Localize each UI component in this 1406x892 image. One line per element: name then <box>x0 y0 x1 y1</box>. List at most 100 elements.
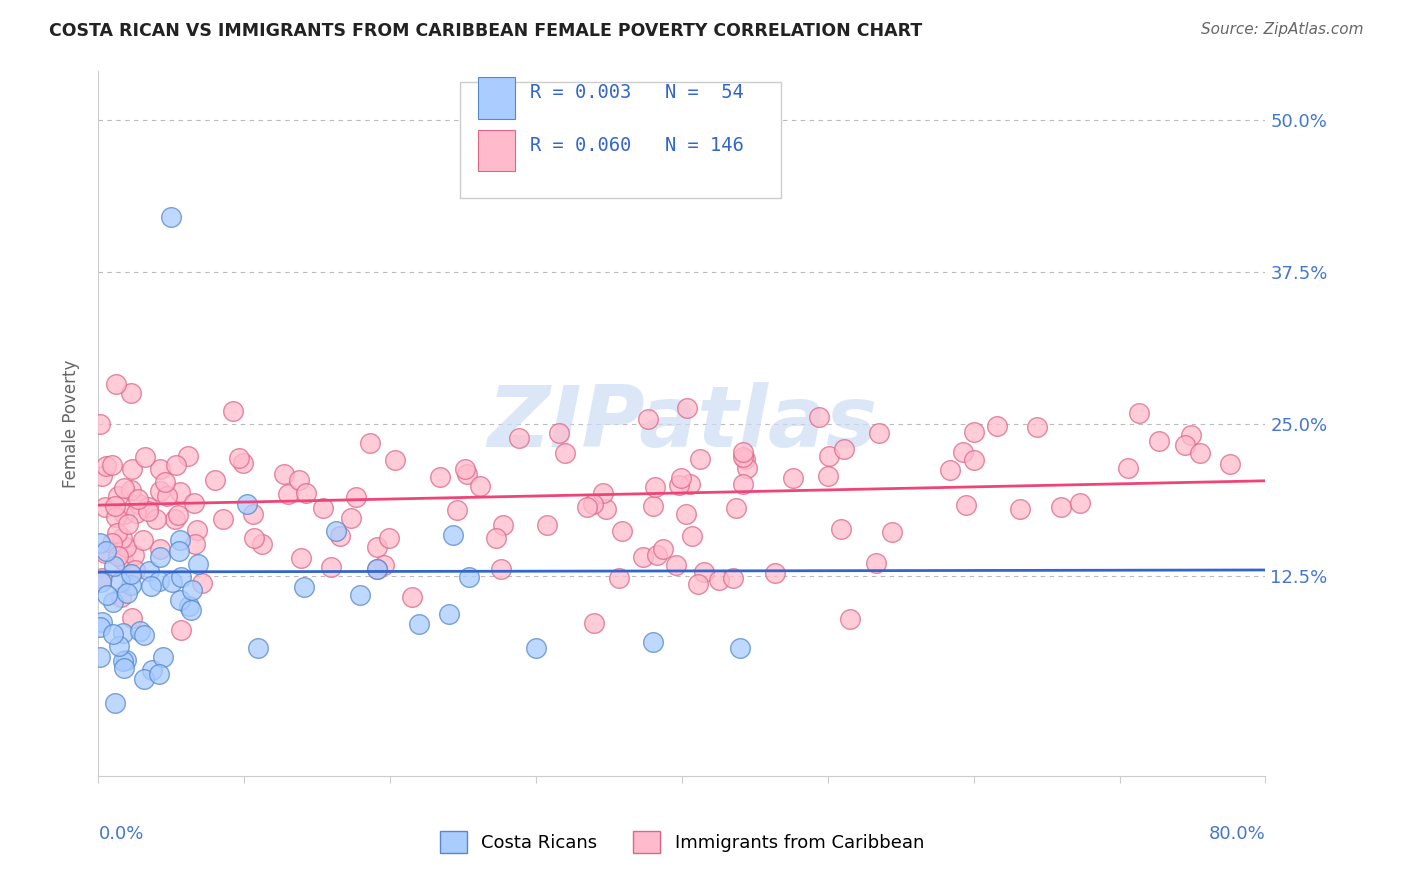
Point <box>290 551 312 566</box>
Point <box>148 574 170 589</box>
Point <box>183 496 205 510</box>
Point <box>735 460 758 475</box>
Point <box>94 459 117 474</box>
Point <box>111 654 134 668</box>
Point <box>668 478 690 492</box>
Point <box>112 625 135 640</box>
Point <box>492 518 515 533</box>
Point <box>180 603 202 617</box>
Point <box>120 386 142 401</box>
Point <box>141 663 163 677</box>
Point <box>325 524 347 538</box>
Point <box>169 485 191 500</box>
Point <box>731 450 754 464</box>
Point <box>592 486 614 500</box>
Point <box>103 627 125 641</box>
Point <box>131 533 153 548</box>
Point <box>631 549 654 564</box>
Point <box>582 615 605 630</box>
Point <box>689 452 711 467</box>
Point <box>681 529 703 543</box>
Point <box>429 469 451 483</box>
Point <box>134 450 156 464</box>
Point <box>647 548 669 562</box>
Text: 80.0%: 80.0% <box>1209 825 1265 843</box>
Text: R = 0.003   N =  54: R = 0.003 N = 54 <box>530 83 744 103</box>
Point <box>90 469 112 483</box>
Point <box>1069 496 1091 510</box>
Point <box>121 611 143 625</box>
Point <box>112 481 135 495</box>
Point <box>508 431 530 445</box>
Point <box>865 556 887 570</box>
Point <box>807 409 830 424</box>
Point <box>104 499 127 513</box>
Point <box>101 595 124 609</box>
FancyBboxPatch shape <box>478 130 515 171</box>
Point <box>145 512 167 526</box>
Point <box>1147 434 1170 448</box>
Point <box>817 469 839 483</box>
Point <box>112 507 135 521</box>
Point <box>609 571 631 585</box>
Point <box>1116 461 1139 475</box>
Point <box>401 591 423 605</box>
Point <box>177 449 200 463</box>
Point <box>295 485 318 500</box>
Point <box>359 436 381 450</box>
Point <box>373 558 395 573</box>
Point <box>114 541 136 555</box>
Point <box>170 624 193 638</box>
Point <box>1128 406 1150 420</box>
Point <box>221 404 243 418</box>
Point <box>110 591 132 605</box>
Point <box>104 696 127 710</box>
Point <box>228 451 250 466</box>
Point <box>554 446 576 460</box>
Point <box>184 536 207 550</box>
FancyBboxPatch shape <box>478 77 515 119</box>
Point <box>763 566 786 581</box>
Point <box>236 497 259 511</box>
Point <box>149 550 172 565</box>
Point <box>94 545 117 559</box>
Point <box>349 588 371 602</box>
Point <box>688 577 710 591</box>
Point <box>165 458 187 472</box>
Point <box>731 477 754 491</box>
Point <box>692 565 714 579</box>
Point <box>139 579 162 593</box>
Point <box>721 571 744 585</box>
Point <box>651 541 673 556</box>
Point <box>167 508 190 522</box>
Point <box>485 531 508 545</box>
Point <box>204 473 226 487</box>
Point <box>582 498 605 512</box>
Point <box>90 615 112 629</box>
Point <box>149 461 172 475</box>
Point <box>456 467 478 481</box>
Point <box>547 425 569 440</box>
Point <box>169 544 191 558</box>
Point <box>129 624 152 638</box>
Point <box>169 593 191 607</box>
Point <box>114 653 136 667</box>
Point <box>1049 500 1071 515</box>
Point <box>536 517 558 532</box>
Point <box>955 498 977 512</box>
Point <box>963 452 986 467</box>
Point <box>1180 427 1202 442</box>
Point <box>675 508 697 522</box>
Point <box>212 512 235 526</box>
Point <box>91 571 114 585</box>
Point <box>468 479 491 493</box>
Point <box>384 452 406 467</box>
Text: 0.0%: 0.0% <box>98 825 143 843</box>
Point <box>103 558 125 573</box>
Point <box>112 553 135 567</box>
Point <box>250 537 273 551</box>
Point <box>637 412 659 426</box>
Point <box>595 501 617 516</box>
Point <box>489 562 512 576</box>
Point <box>1219 457 1241 471</box>
